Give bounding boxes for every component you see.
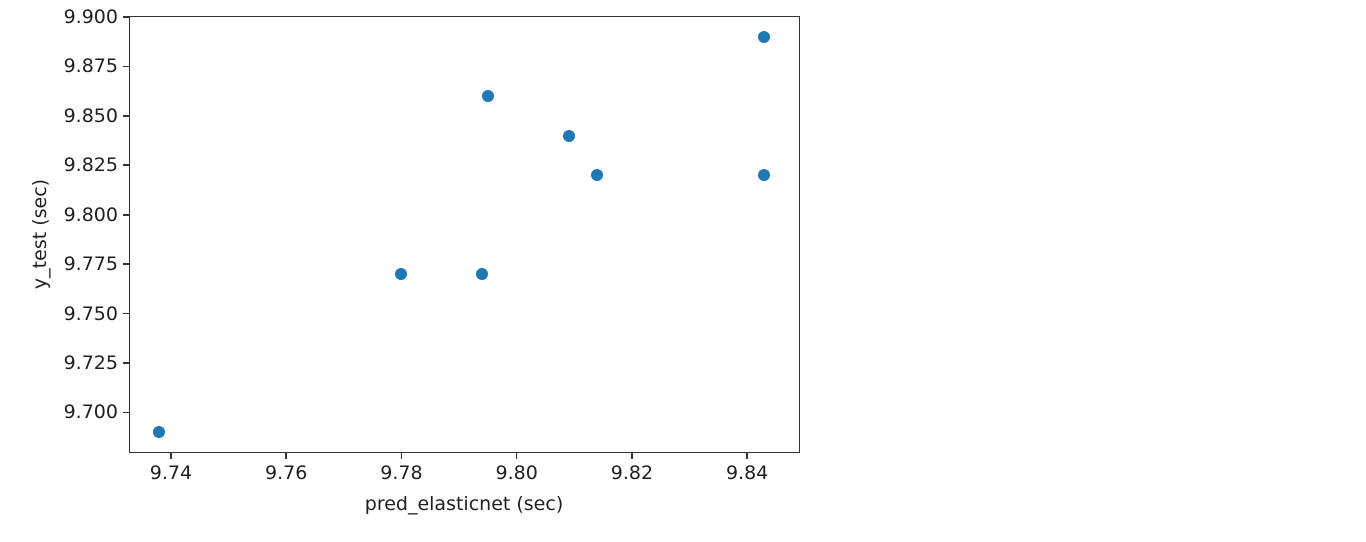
x-tick-mark: [515, 452, 518, 459]
x-tick-label: 9.82: [610, 462, 654, 484]
x-tick-mark: [746, 452, 748, 459]
y-tick-mark: [123, 411, 130, 414]
y-tick-mark: [123, 16, 130, 18]
y-tick-label: 9.725: [63, 352, 118, 375]
scatter-point: [758, 169, 771, 182]
x-axis-label: pred_elasticnet (sec): [364, 493, 564, 515]
x-tick-mark: [170, 452, 172, 459]
scatter-point: [153, 426, 166, 439]
x-tick-label: 9.78: [380, 462, 423, 484]
y-tick-mark: [123, 65, 130, 68]
scatter-point: [562, 129, 575, 142]
y-tick-mark: [123, 164, 130, 167]
x-tick-label: 9.76: [265, 462, 308, 484]
y-tick-label: 9.850: [63, 104, 118, 127]
y-tick-mark: [123, 312, 130, 315]
y-tick-mark: [123, 263, 130, 265]
x-tick-mark: [400, 452, 403, 459]
x-tick-label: 9.80: [495, 462, 538, 484]
y-tick-mark: [123, 115, 130, 117]
plot-area: [129, 16, 800, 453]
scatter-point: [476, 268, 489, 281]
y-tick-label: 9.900: [63, 6, 118, 28]
scatter-point: [758, 30, 771, 43]
scatter-point: [395, 268, 408, 281]
x-tick-label: 9.84: [725, 462, 769, 484]
y-tick-label: 9.800: [63, 203, 118, 226]
y-tick-label: 9.700: [63, 401, 118, 424]
y-tick-mark: [123, 213, 130, 216]
scatter-point: [591, 169, 604, 182]
y-tick-label: 9.750: [63, 302, 118, 325]
x-tick-mark: [631, 452, 633, 459]
y-tick-mark: [123, 362, 130, 364]
y-tick-label: 9.875: [63, 55, 118, 78]
x-tick-mark: [285, 452, 287, 459]
y-tick-label: 9.775: [63, 253, 118, 276]
scatter-point: [481, 90, 494, 103]
x-tick-label: 9.74: [149, 462, 193, 484]
y-tick-label: 9.825: [63, 154, 118, 177]
